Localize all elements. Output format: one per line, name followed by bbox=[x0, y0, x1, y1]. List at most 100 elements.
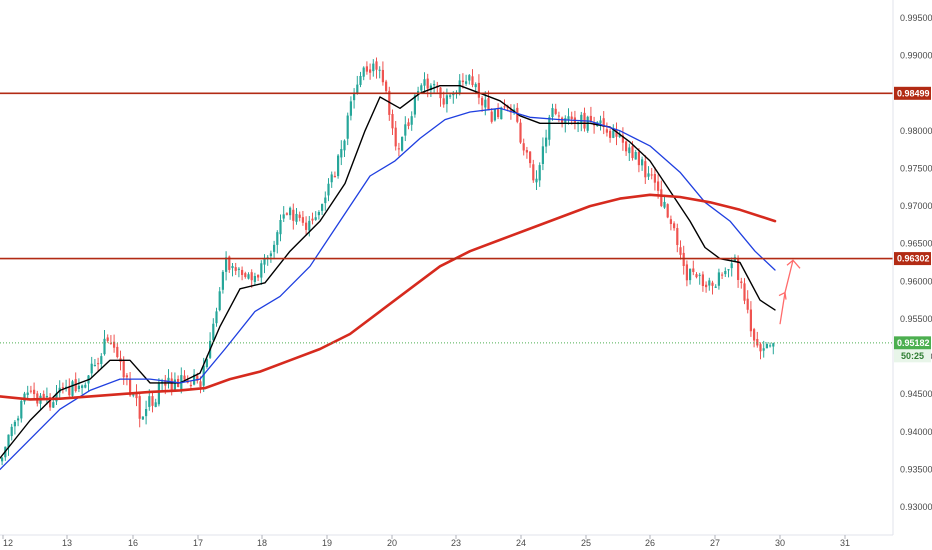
candle bbox=[365, 61, 368, 75]
candle bbox=[253, 272, 256, 285]
candle bbox=[433, 80, 436, 93]
candle bbox=[378, 66, 381, 79]
candle bbox=[308, 216, 311, 237]
candle bbox=[84, 382, 87, 389]
candle bbox=[609, 128, 612, 143]
candle bbox=[705, 281, 708, 293]
candle bbox=[551, 103, 554, 121]
candle bbox=[193, 369, 196, 386]
candle bbox=[593, 116, 596, 134]
ma-mid-line bbox=[0, 107, 776, 471]
candle bbox=[666, 203, 669, 219]
level-price-tag-1: 0.98499 bbox=[894, 86, 931, 100]
time-tick-label: 16 bbox=[128, 538, 138, 548]
candle bbox=[93, 359, 96, 367]
candle bbox=[625, 140, 628, 156]
candle bbox=[692, 260, 695, 276]
svg-text:50:25: 50:25 bbox=[901, 351, 924, 361]
candle bbox=[557, 111, 560, 123]
candle bbox=[477, 74, 480, 105]
candle bbox=[292, 203, 295, 230]
candle bbox=[311, 212, 314, 225]
candle bbox=[535, 170, 538, 190]
candle bbox=[743, 278, 746, 305]
price-tick-label: 0.93000 bbox=[900, 502, 932, 512]
candle bbox=[183, 370, 186, 382]
svg-text:0.95182: 0.95182 bbox=[897, 338, 930, 348]
moving-averages bbox=[0, 85, 777, 471]
candle bbox=[39, 393, 42, 411]
candle bbox=[570, 111, 573, 125]
candle bbox=[641, 156, 644, 171]
candle bbox=[17, 415, 20, 427]
candle bbox=[317, 210, 320, 220]
candle bbox=[701, 271, 704, 292]
candle bbox=[7, 434, 10, 456]
candle bbox=[541, 137, 544, 171]
candle bbox=[231, 262, 234, 277]
candle bbox=[561, 116, 564, 128]
candle bbox=[234, 262, 237, 276]
candle bbox=[349, 96, 352, 121]
time-tick-label: 27 bbox=[710, 538, 720, 548]
candle bbox=[628, 143, 631, 161]
candle bbox=[74, 372, 77, 393]
time-tick-label: 24 bbox=[516, 538, 526, 548]
candle bbox=[266, 255, 269, 266]
candle bbox=[388, 86, 391, 121]
candle bbox=[20, 398, 23, 423]
candle bbox=[225, 251, 228, 281]
candle bbox=[727, 269, 730, 278]
candle bbox=[353, 88, 356, 109]
candle bbox=[295, 207, 298, 225]
candle bbox=[394, 120, 397, 151]
candle bbox=[324, 191, 327, 211]
candle bbox=[685, 260, 688, 287]
candle bbox=[381, 61, 384, 86]
candle bbox=[327, 178, 330, 202]
candle bbox=[145, 400, 148, 425]
candle bbox=[749, 301, 752, 337]
time-tick-label: 12 bbox=[3, 538, 13, 548]
time-axis[interactable]: 12 13 16 17 18 19 20 23 24 25 26 27 30 31 bbox=[2, 535, 850, 548]
candle bbox=[442, 91, 445, 108]
time-tick-label: 25 bbox=[581, 538, 591, 548]
price-tick-label: 0.96500 bbox=[900, 239, 932, 249]
candle bbox=[372, 59, 375, 77]
candle bbox=[285, 212, 288, 216]
candle bbox=[13, 419, 16, 435]
time-tick-label: 26 bbox=[645, 538, 655, 548]
time-tick-label: 18 bbox=[257, 538, 267, 548]
candle bbox=[769, 342, 772, 348]
ma-slow-line bbox=[0, 193, 777, 401]
time-tick-label: 17 bbox=[193, 538, 203, 548]
candle bbox=[397, 142, 400, 157]
time-tick-label: 20 bbox=[387, 538, 397, 548]
candle bbox=[369, 63, 372, 80]
level-price-tag-2: 0.96302 bbox=[894, 252, 931, 266]
candle bbox=[10, 423, 13, 441]
time-tick-label: 19 bbox=[322, 538, 332, 548]
candle bbox=[215, 307, 218, 327]
candle bbox=[717, 268, 720, 290]
price-tick-label: 0.96000 bbox=[900, 276, 932, 286]
candle bbox=[154, 398, 157, 408]
candle bbox=[765, 342, 768, 349]
candle bbox=[698, 272, 701, 285]
candle bbox=[468, 74, 471, 85]
candle bbox=[113, 334, 116, 353]
candle bbox=[708, 277, 711, 291]
candle bbox=[87, 374, 90, 391]
candle bbox=[663, 194, 666, 209]
candle bbox=[465, 74, 468, 86]
candle bbox=[449, 93, 452, 99]
candle bbox=[714, 284, 717, 288]
price-tags: 0.98499 0.96302 0.95182 50:25 bbox=[894, 86, 931, 363]
candle bbox=[679, 240, 682, 260]
candle bbox=[461, 73, 464, 89]
candle bbox=[525, 146, 528, 159]
candle bbox=[122, 356, 125, 385]
candle bbox=[244, 271, 247, 279]
candle bbox=[429, 83, 432, 97]
